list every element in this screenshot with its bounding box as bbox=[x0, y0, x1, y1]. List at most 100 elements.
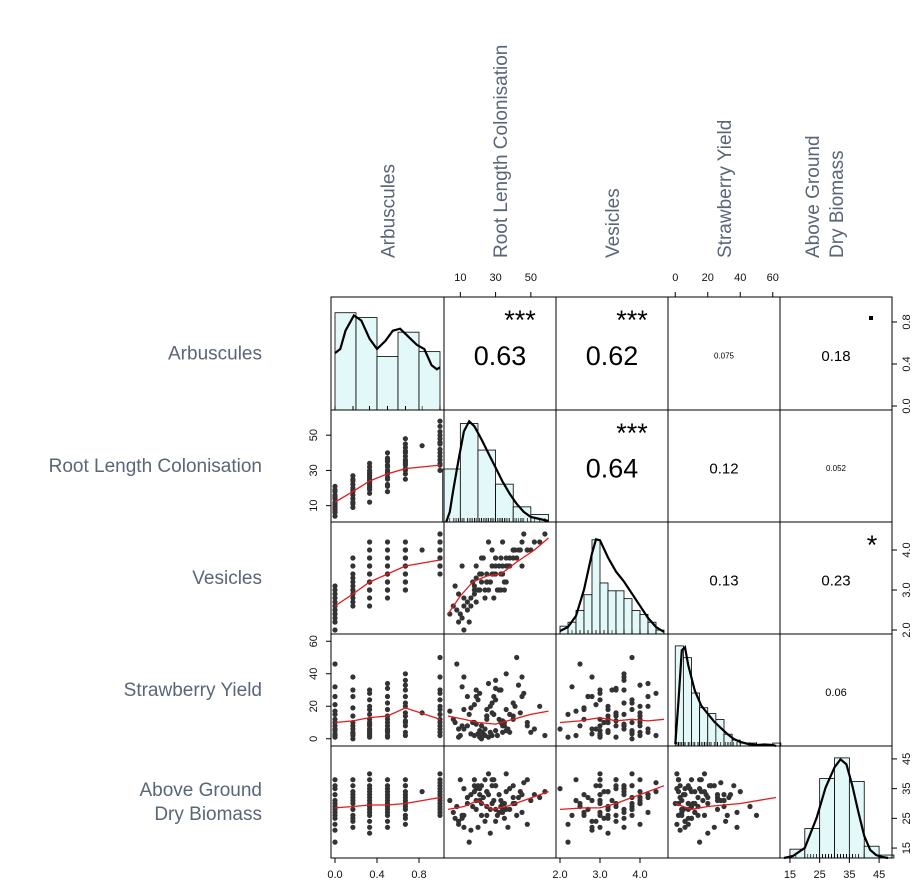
scatter-point bbox=[464, 794, 470, 801]
scatter-point bbox=[384, 693, 391, 700]
scatter-point bbox=[470, 803, 476, 810]
scatter-point bbox=[332, 732, 338, 739]
scatter-point bbox=[402, 687, 408, 693]
scatter-point bbox=[332, 827, 338, 833]
scatter-point bbox=[701, 771, 708, 777]
scatter-point bbox=[402, 571, 408, 577]
tick-label: 50 bbox=[308, 429, 320, 441]
scatter-point bbox=[350, 732, 356, 739]
scatter-point bbox=[402, 794, 408, 801]
scatter-point bbox=[350, 693, 356, 700]
scatter-point bbox=[629, 771, 635, 777]
scatter-point bbox=[589, 797, 595, 804]
scatter-point bbox=[384, 685, 391, 692]
scatter-point bbox=[384, 563, 391, 569]
scatter-point bbox=[605, 728, 611, 734]
scatter-point bbox=[350, 687, 356, 693]
scatter-point bbox=[452, 583, 458, 589]
scatter-point bbox=[384, 483, 391, 489]
scatter-point bbox=[402, 450, 408, 456]
scatter-point bbox=[621, 806, 627, 813]
smooth-line bbox=[447, 790, 549, 811]
scatter-point bbox=[457, 777, 463, 783]
row-label-line: Strawberry Yield bbox=[124, 680, 262, 701]
tick-label: 45 bbox=[873, 869, 885, 881]
scatter-point bbox=[367, 555, 373, 561]
scatter-point bbox=[367, 777, 373, 783]
scatter-point bbox=[613, 803, 619, 810]
scatter-point bbox=[461, 786, 467, 792]
scatter-point bbox=[456, 591, 462, 597]
scatter-point bbox=[367, 487, 373, 493]
scatter-point bbox=[573, 777, 579, 783]
tick-label: 0.8 bbox=[901, 314, 913, 329]
column-label-line: Root Length Colonisation bbox=[491, 45, 512, 258]
scatter-1-0 bbox=[332, 418, 443, 519]
scatter-point bbox=[724, 812, 730, 819]
scatter-point bbox=[507, 806, 513, 813]
scatter-point bbox=[621, 700, 627, 706]
scatter-point bbox=[350, 797, 356, 804]
scatter-point bbox=[577, 661, 583, 667]
tick-label: 0.4 bbox=[901, 356, 913, 371]
scatter-point bbox=[367, 703, 373, 709]
scatter-point bbox=[437, 697, 443, 703]
scatter-point bbox=[402, 579, 408, 585]
scatter-point bbox=[609, 797, 615, 804]
scatter-point bbox=[402, 789, 408, 795]
smooth-line bbox=[334, 559, 441, 607]
scatter-point bbox=[456, 726, 462, 732]
smooth-line bbox=[334, 464, 441, 503]
axis-bottom-4: 15 25 35 45 bbox=[784, 858, 885, 881]
scatter-4-3 bbox=[672, 771, 777, 845]
correlation-1-4: 0.052 bbox=[826, 464, 847, 473]
scatter-point bbox=[593, 818, 599, 824]
axis-top-3: 0 20 40 60 bbox=[672, 272, 779, 297]
scatter-point bbox=[515, 682, 522, 688]
scatter-point bbox=[637, 797, 643, 804]
scatter-point bbox=[350, 705, 356, 711]
scatter-point bbox=[629, 697, 635, 703]
scatter-point bbox=[454, 607, 460, 613]
scatter-point bbox=[384, 539, 391, 545]
smooth-line bbox=[334, 707, 441, 724]
scatter-point bbox=[480, 794, 486, 801]
scatter-point bbox=[721, 792, 727, 798]
scatter-point bbox=[350, 563, 356, 569]
scatter-point bbox=[589, 726, 595, 732]
scatter-point bbox=[466, 619, 472, 625]
scatter-point bbox=[332, 815, 338, 821]
tick-label: 60 bbox=[767, 272, 779, 284]
scatter-point bbox=[613, 687, 619, 693]
scatter-point bbox=[471, 702, 477, 708]
tick-label: 30 bbox=[308, 464, 320, 476]
scatter-point bbox=[605, 789, 611, 795]
scatter-point bbox=[367, 824, 373, 830]
scatter-point bbox=[682, 824, 688, 830]
tick-label: 25 bbox=[901, 812, 913, 824]
scatter-point bbox=[557, 786, 563, 792]
histogram-bar bbox=[631, 610, 641, 635]
axis-bottom-0: 0.0 0.4 0.8 bbox=[327, 858, 427, 881]
correlation-0-4: 0.18 bbox=[821, 316, 873, 365]
scatter-point bbox=[701, 812, 708, 819]
correlation-value: 0.13 bbox=[709, 572, 738, 589]
scatter-point bbox=[459, 723, 465, 729]
scatter-point bbox=[734, 809, 740, 816]
scatter-point bbox=[503, 771, 509, 777]
scatter-point bbox=[637, 682, 643, 688]
scatter-point bbox=[489, 700, 495, 706]
scatter-point bbox=[471, 732, 477, 739]
scatter-point bbox=[477, 690, 483, 696]
scatter-point bbox=[402, 718, 408, 724]
scatter-point bbox=[485, 771, 492, 777]
scatter-point bbox=[350, 595, 356, 601]
scatter-point bbox=[593, 726, 599, 732]
scatter-point bbox=[524, 821, 530, 827]
panel-border bbox=[330, 521, 445, 635]
scatter-point bbox=[537, 794, 543, 801]
scatter-point bbox=[350, 587, 356, 593]
scatter-point bbox=[437, 806, 443, 813]
scatter-point bbox=[384, 806, 391, 813]
column-label: Root Length Colonisation bbox=[491, 45, 512, 258]
